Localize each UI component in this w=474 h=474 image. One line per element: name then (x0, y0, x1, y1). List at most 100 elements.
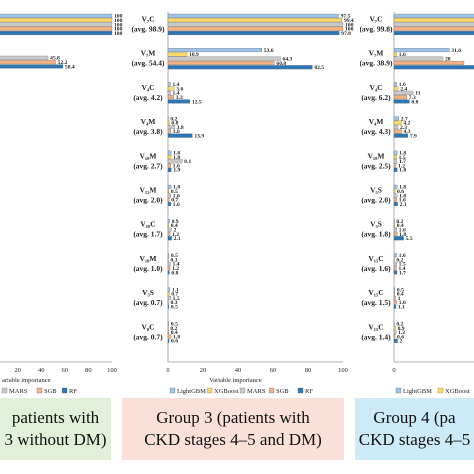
legend-label: XGBoost (445, 388, 470, 395)
bar (393, 270, 398, 275)
bar (167, 48, 262, 53)
data-label: 0.8 (171, 121, 178, 127)
bar (393, 86, 399, 91)
bar (167, 167, 172, 172)
bar (393, 90, 414, 95)
bar (167, 125, 175, 130)
bar (167, 65, 313, 70)
bar (167, 184, 172, 189)
bar (167, 325, 169, 330)
bar (0, 60, 56, 65)
bar (393, 291, 395, 296)
bar (393, 231, 398, 236)
data-label: 28 (445, 57, 451, 63)
data-label: 0.6 (397, 334, 404, 340)
data-label: 3.3 (176, 95, 183, 101)
category-avg-label: (avg. 4.3) (361, 127, 391, 136)
category-label: V₁₈M (140, 254, 157, 263)
category-avg-label: (avg. 1.6) (361, 264, 391, 273)
bar (167, 22, 344, 27)
category-label: V₁₈M (140, 151, 157, 160)
data-label: 1.6 (399, 198, 406, 204)
legend-label: SGB (44, 388, 57, 395)
bar (0, 31, 113, 36)
data-label: 97.8 (341, 31, 351, 37)
category-avg-label: (avg. 38.9) (359, 59, 393, 68)
legend-swatch (239, 387, 246, 394)
data-label: 52.2 (58, 60, 68, 66)
data-label: 1.4 (172, 82, 179, 88)
bar (393, 48, 450, 53)
bar (167, 197, 170, 202)
category-avg-label: (avg. 2.7) (133, 161, 163, 170)
data-label: 4.3 (404, 129, 411, 135)
footer-group-4: Group 4 (pa CKD stages 4–5 (355, 398, 474, 460)
bar (167, 202, 171, 207)
data-label: 0.8 (171, 270, 178, 276)
bar (393, 52, 397, 57)
bar (393, 193, 398, 198)
bar (393, 154, 397, 159)
data-label: 1.9 (173, 168, 180, 174)
bar (167, 334, 172, 339)
category-label: V₇M (369, 49, 384, 58)
category-label: V₁₅M (140, 186, 157, 195)
bar (167, 266, 171, 271)
bar (393, 82, 397, 87)
data-label: 0.4 (171, 330, 178, 336)
data-label: 1.2 (398, 163, 405, 169)
bar (393, 266, 397, 271)
bar (167, 287, 171, 292)
category-label: V₈C (141, 322, 154, 331)
bar (167, 296, 171, 301)
data-label: 0.5 (171, 253, 178, 259)
footer-group-3-line1: Group 3 (patients with (156, 408, 310, 427)
data-label: 1.6 (173, 193, 180, 199)
bar (167, 116, 169, 121)
data-label: 99.4 (344, 18, 354, 24)
bar (167, 223, 169, 228)
x-tick-label: 80 (305, 367, 312, 374)
bar (167, 95, 174, 100)
data-label: 1.6 (399, 52, 406, 58)
footer-group-2-line2: 3 without DM) (4, 430, 107, 449)
category-avg-label: (avg. 2.0) (361, 196, 391, 205)
legend-label: SGB (276, 388, 289, 395)
bar (0, 22, 113, 27)
footer-group-3: Group 3 (patients with CKD stages 4–5 an… (122, 398, 344, 460)
bar (393, 300, 397, 305)
bar (167, 133, 193, 138)
category-avg-label: (avg. 2.0) (133, 196, 163, 205)
data-label: 1.6 (399, 82, 406, 88)
bar (393, 334, 396, 339)
bar (167, 120, 170, 125)
bar (167, 52, 188, 57)
bar (393, 31, 474, 36)
data-label: 58.4 (65, 64, 75, 70)
bar (167, 219, 170, 224)
category-avg-label: (avg. 0.7) (133, 298, 163, 307)
category-label: V₇C (141, 15, 154, 24)
bar (167, 261, 171, 266)
bar (393, 18, 474, 23)
data-label: 0.9 (398, 326, 405, 332)
data-label: 0.6 (397, 189, 404, 195)
bar (167, 300, 169, 305)
x-tick-label: 20 (14, 367, 21, 374)
data-label: 1.8 (173, 151, 180, 157)
legend-swatch (395, 387, 402, 394)
data-label: 0.6 (171, 339, 178, 345)
category-label: V₁₀C (140, 220, 155, 229)
data-label: 45.8 (50, 56, 60, 62)
bar (167, 60, 275, 65)
x-tick-label: 100 (107, 367, 117, 374)
bar (167, 321, 170, 326)
legend-label: LightGBM (177, 388, 206, 395)
bar (167, 31, 340, 36)
data-label: 1.8 (173, 334, 180, 340)
legend-label: RF (305, 388, 313, 395)
data-label: 0.5 (171, 322, 178, 328)
category-avg-label: (avg. 3.8) (133, 127, 163, 136)
